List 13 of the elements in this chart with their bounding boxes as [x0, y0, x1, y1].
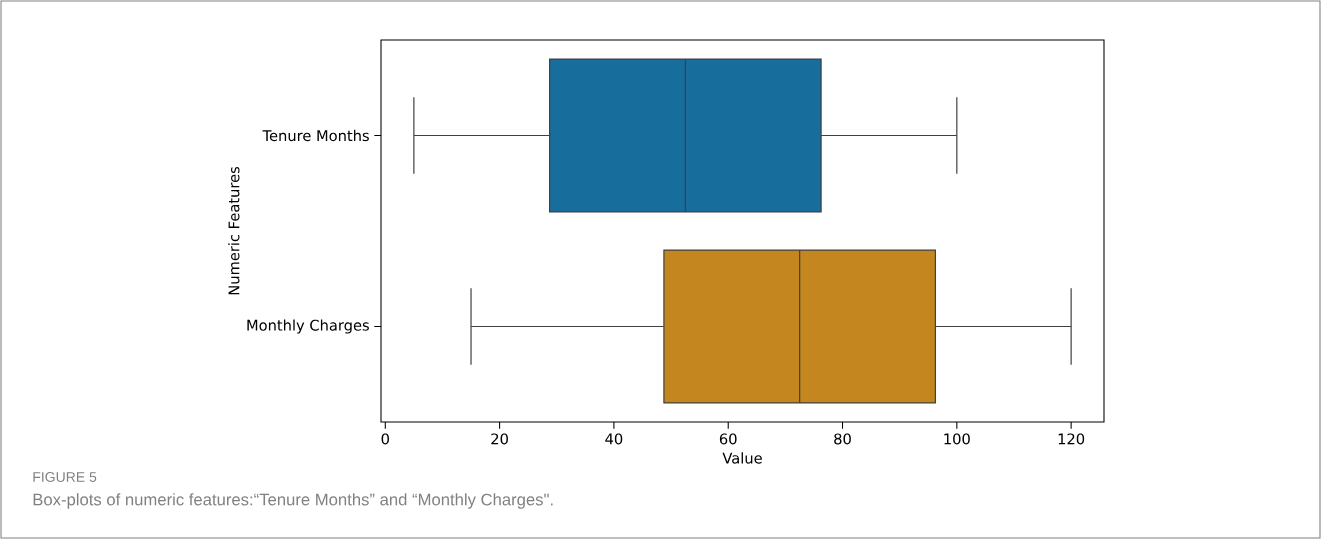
caption: FIGURE 5: [33, 472, 97, 482]
x-tick-label: 0: [381, 433, 389, 445]
x-tick-label: 100: [944, 433, 970, 445]
y-tick-label: Tenure Months: [262, 129, 369, 142]
x-tick-label: 40: [605, 433, 623, 445]
x-tick-label: 120: [1058, 433, 1085, 445]
text: Box-plots of numeric features:“Tenure Months” and “Monthly Charges".: [33, 493, 553, 509]
x-tick-label: 80: [834, 433, 851, 445]
y-tick-label: Monthly Charges: [247, 319, 369, 334]
y-axis-title: Numeric Features: [228, 166, 240, 295]
x-axis-title: Value: [722, 452, 762, 464]
x-tick-label: 20: [491, 433, 508, 445]
x-tick-label: 60: [719, 433, 737, 445]
